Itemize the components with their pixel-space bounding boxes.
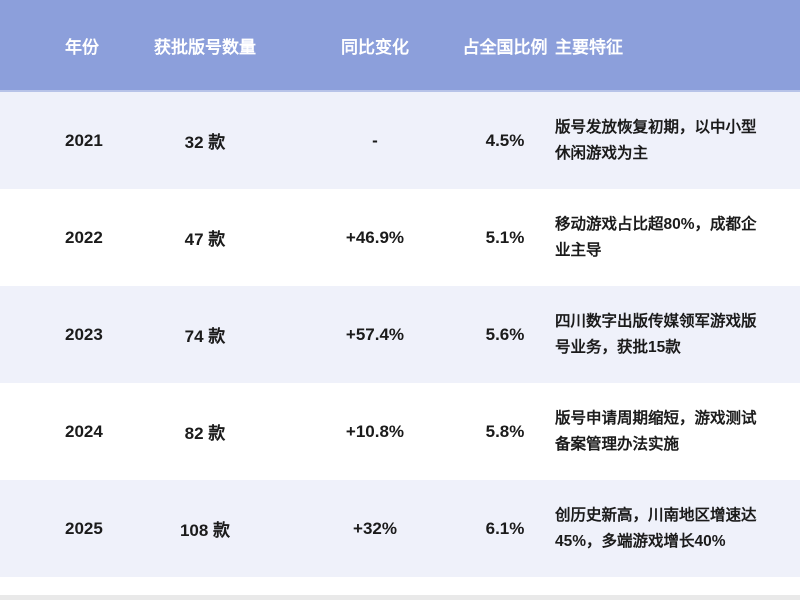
yoy-change-cell: +57.4% (345, 324, 405, 344)
yoy-change-cell: - (372, 130, 378, 150)
year-cell: 2025 (65, 518, 103, 538)
national-share-cell: 5.8% (485, 421, 525, 441)
approved-count-cell: 108 款 (179, 521, 231, 540)
approved-count-cell: 82 款 (184, 424, 226, 443)
header-approved-count: 获批版号数量 (154, 37, 256, 57)
key-features-cell: 移动游戏占比超80%，成都企业主导 (555, 215, 757, 259)
yoy-change-cell: +46.9% (345, 227, 405, 247)
year-cell: 2024 (65, 421, 103, 441)
table-row-2022: 2022 47 款 +46.9% 5.1% 移动游戏占比超80%，成都企业主导 (0, 189, 800, 286)
key-features-cell: 创历史新高，川南地区增速达45%，多端游戏增长40% (555, 506, 757, 550)
yoy-change-cell: +32% (353, 518, 397, 538)
header-yoy-change: 同比变化 (341, 37, 409, 57)
approved-count-cell: 32 款 (184, 133, 226, 152)
year-cell: 2023 (65, 324, 103, 344)
approved-count-cell: 47 款 (184, 230, 226, 249)
bottom-edge-strip (0, 595, 800, 600)
national-share-cell: 5.1% (485, 227, 525, 247)
table-row-2021: 2021 32 款 - 4.5% 版号发放恢复初期，以中小型休闲游戏为主 (0, 92, 800, 189)
national-share-cell: 5.6% (485, 324, 525, 344)
year-cell: 2022 (65, 227, 103, 247)
table-row-2023: 2023 74 款 +57.4% 5.6% 四川数字出版传媒领军游戏版号业务，获… (0, 286, 800, 383)
table-row-2024: 2024 82 款 +10.8% 5.8% 版号申请周期缩短，游戏测试备案管理办… (0, 383, 800, 480)
header-national-share: 占全国比例 (462, 37, 548, 57)
national-share-cell: 4.5% (485, 130, 525, 150)
national-share-cell: 6.1% (485, 518, 525, 538)
year-cell: 2021 (65, 130, 103, 150)
table-header-row: 年份 获批版号数量 同比变化 占全国比例 主要特征 (0, 0, 800, 92)
key-features-cell: 四川数字出版传媒领军游戏版号业务，获批15款 (555, 312, 757, 356)
header-key-features: 主要特征 (555, 37, 623, 57)
header-year: 年份 (65, 37, 99, 57)
table-row-2025: 2025 108 款 +32% 6.1% 创历史新高，川南地区增速达45%，多端… (0, 480, 800, 577)
key-features-cell: 版号申请周期缩短，游戏测试备案管理办法实施 (555, 409, 757, 453)
approved-count-cell: 74 款 (184, 327, 226, 346)
yoy-change-cell: +10.8% (345, 421, 405, 441)
key-features-cell: 版号发放恢复初期，以中小型休闲游戏为主 (555, 118, 757, 162)
